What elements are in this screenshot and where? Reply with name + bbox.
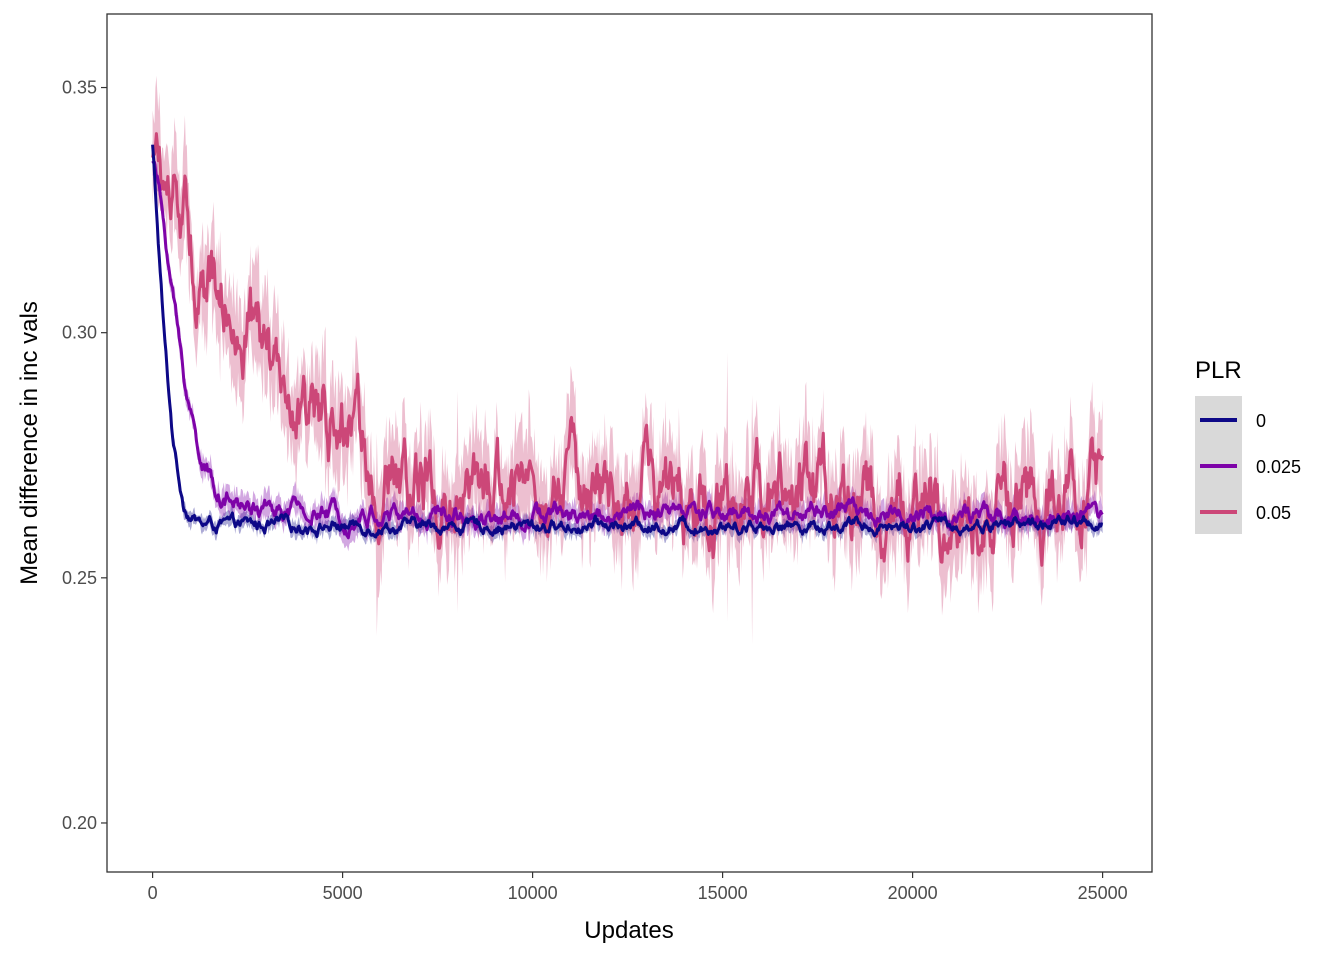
series-lines <box>151 132 1105 567</box>
series-line-plr-0.025 <box>151 160 1104 540</box>
series-line-plr-0.05 <box>151 132 1105 567</box>
x-axis-title: Updates <box>584 917 673 944</box>
legend-label-plr-0: 0 <box>1256 411 1266 431</box>
x-tick-label: 15000 <box>698 883 748 903</box>
legend-label-plr-0.05: 0.05 <box>1256 503 1291 523</box>
y-tick-label: 0.25 <box>62 568 97 588</box>
y-axis-title: Mean difference in inc vals <box>16 301 43 585</box>
plot-panel-border <box>106 13 1153 873</box>
band-plr-0.05 <box>152 75 1103 645</box>
series-line-plr-0 <box>151 144 1104 539</box>
y-tick-label: 0.35 <box>62 78 97 98</box>
x-tick-label: 5000 <box>323 883 363 903</box>
x-tick-label: 10000 <box>508 883 558 903</box>
y-tick-label: 0.30 <box>62 323 97 343</box>
y-axis: 0.20 0.25 0.30 0.35 <box>62 78 107 833</box>
x-tick-label: 25000 <box>1078 883 1128 903</box>
legend: PLR 0 0.025 0.05 <box>1195 357 1301 534</box>
x-tick-label: 20000 <box>888 883 938 903</box>
x-axis: 0 5000 10000 15000 20000 25000 <box>148 872 1128 903</box>
legend-label-plr-0.025: 0.025 <box>1256 457 1301 477</box>
legend-items: 0 0.025 0.05 <box>1200 411 1301 523</box>
y-tick-label: 0.20 <box>62 813 97 833</box>
legend-title: PLR <box>1195 357 1242 384</box>
x-tick-label: 0 <box>148 883 158 903</box>
